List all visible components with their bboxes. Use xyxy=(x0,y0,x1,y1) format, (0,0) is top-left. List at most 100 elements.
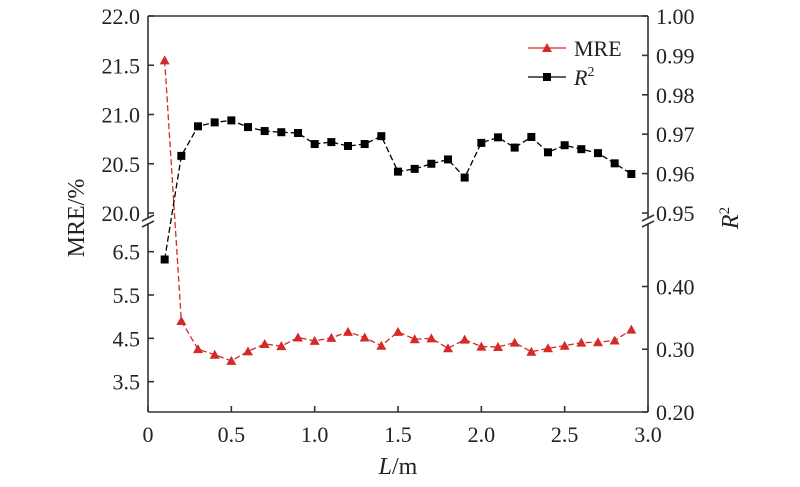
legend-mre-marker xyxy=(542,43,552,52)
x-tick-label: 0 xyxy=(143,422,154,447)
r2-point xyxy=(210,118,219,127)
mre-series-line xyxy=(164,60,632,362)
legend-mre-label: MRE xyxy=(574,36,622,61)
left-y-tick-label: 20.5 xyxy=(102,152,141,177)
left-y-tick-label: 3.5 xyxy=(113,370,141,395)
right-y-ticks: 0.95 0.96 0.97 0.98 0.99 1.00 0.20 0.30 0.40 xyxy=(642,4,695,425)
r2-point xyxy=(544,148,552,157)
mre-point xyxy=(493,342,503,351)
mre-point xyxy=(343,326,353,336)
left-y-tick-label: 5.5 xyxy=(113,283,141,308)
r2-point xyxy=(327,138,336,147)
right-y-axis-label: R2 xyxy=(717,207,744,230)
mre-point xyxy=(443,343,453,353)
mre-point xyxy=(309,335,320,345)
mre-point xyxy=(393,326,403,336)
x-tick-label: 0.5 xyxy=(218,422,246,447)
r2-point xyxy=(427,159,436,168)
right-break-mark xyxy=(641,214,655,222)
right-y-tick-label: 1.00 xyxy=(656,4,695,29)
r2-point xyxy=(410,164,419,173)
mre-point xyxy=(243,346,253,356)
mre-point xyxy=(409,334,420,344)
left-y-tick-label: 22.0 xyxy=(102,4,141,29)
r2-point xyxy=(227,116,236,125)
r2-point xyxy=(527,132,536,141)
mre-point xyxy=(326,332,337,342)
r2-point xyxy=(244,123,252,132)
x-tick-label: 1.0 xyxy=(301,422,329,447)
r2-point xyxy=(610,159,619,168)
mre-point xyxy=(543,343,553,353)
mre-point xyxy=(459,334,470,344)
r2-point xyxy=(477,138,486,147)
x-tick-label: 3.0 xyxy=(634,422,662,447)
x-ticks: 0 0.5 1.0 1.5 2.0 2.5 3.0 xyxy=(143,406,662,447)
left-y-ticks: 20.0 20.5 21.0 21.5 22.0 3.5 4.5 5.5 6.5 xyxy=(102,4,154,395)
r2-point xyxy=(194,122,202,131)
right-y-tick-label: 0.98 xyxy=(656,83,695,108)
left-y-axis-label: MRE/% xyxy=(64,179,90,258)
r2-point xyxy=(377,132,386,141)
left-y-tick-label: 6.5 xyxy=(113,240,141,265)
r2-point xyxy=(627,169,636,178)
r2-point xyxy=(560,141,569,150)
r2-point xyxy=(260,127,269,136)
x-tick-label: 2.5 xyxy=(551,422,579,447)
right-y-tick-label: 0.30 xyxy=(656,337,695,362)
mre-point xyxy=(159,55,170,65)
r2-point xyxy=(394,167,402,176)
r2-point xyxy=(444,155,452,164)
right-y-tick-label: 0.20 xyxy=(656,400,695,425)
mre-point xyxy=(226,355,237,365)
left-y-tick-label: 21.0 xyxy=(102,103,141,128)
mre-point xyxy=(359,332,370,342)
left-break-mark xyxy=(141,220,155,228)
mre-point xyxy=(576,337,587,347)
r2-point xyxy=(277,128,286,137)
r2-point xyxy=(577,145,586,154)
right-y-tick-label: 0.40 xyxy=(656,274,695,299)
mre-point xyxy=(376,340,387,350)
mre-point xyxy=(176,316,187,325)
r2-point xyxy=(360,140,369,149)
mre-point xyxy=(559,340,570,350)
r2-point xyxy=(177,151,186,160)
right-y-tick-label: 0.97 xyxy=(656,122,695,147)
r2-point xyxy=(344,142,352,151)
mre-point xyxy=(193,344,203,354)
r2-point xyxy=(294,129,302,138)
mre-point xyxy=(593,337,603,347)
left-y-tick-label: 20.0 xyxy=(102,201,141,226)
mre-point xyxy=(276,341,287,351)
r2-point xyxy=(594,149,602,158)
legend-r2-label: R2 xyxy=(573,65,594,90)
right-break-mark xyxy=(641,220,655,228)
mre-point xyxy=(609,335,620,345)
r2-point xyxy=(460,173,469,182)
r2-point xyxy=(494,133,502,142)
mre-point xyxy=(476,341,487,351)
right-y-tick-label: 0.96 xyxy=(656,162,695,187)
r2-point xyxy=(310,140,319,149)
right-y-tick-label: 0.95 xyxy=(656,201,695,226)
mre-point xyxy=(293,332,303,342)
mre-point xyxy=(426,333,437,343)
legend-r2-marker xyxy=(543,73,551,81)
mre-point xyxy=(259,338,270,348)
legend: MRE R2 xyxy=(528,36,622,90)
series-lines xyxy=(164,60,632,362)
x-tick-label: 2.0 xyxy=(468,422,496,447)
x-axis-label: L/m xyxy=(378,454,418,480)
left-y-tick-label: 4.5 xyxy=(113,326,141,351)
mre-point xyxy=(209,349,220,359)
r2-point xyxy=(510,143,519,152)
series-markers xyxy=(159,55,637,365)
left-y-tick-label: 21.5 xyxy=(102,53,141,78)
mre-point xyxy=(509,337,520,347)
left-break-mark xyxy=(141,214,155,222)
right-y-tick-label: 0.99 xyxy=(656,43,695,68)
x-tick-label: 1.5 xyxy=(384,422,412,447)
mre-point xyxy=(526,346,537,356)
